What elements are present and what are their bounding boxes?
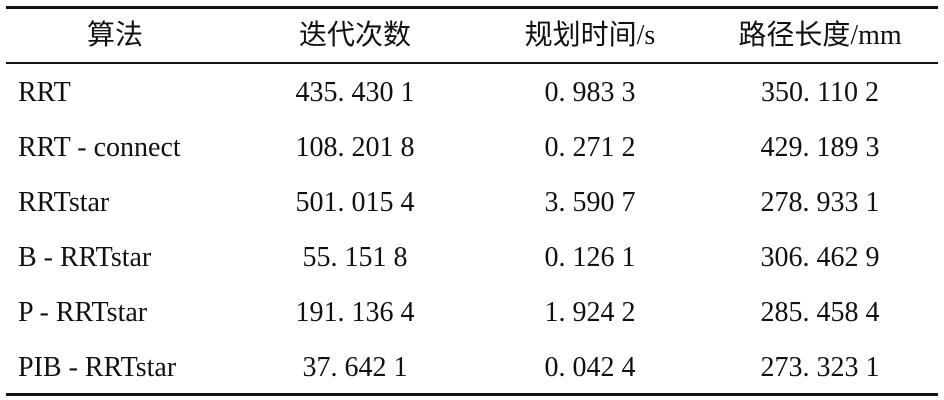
table-cell: 278. 933 1: [760, 187, 880, 218]
algorithm-name: PIB - RRTstar: [18, 352, 177, 383]
table-cell: 191. 136 4: [295, 297, 415, 328]
header-cell: 算法: [86, 20, 143, 51]
table-cell: 0. 126 1: [544, 242, 636, 273]
algorithm-name: RRTstar: [18, 187, 110, 218]
table-cell: 0. 983 3: [544, 77, 636, 108]
table-cell: 1. 924 2: [544, 297, 636, 328]
table-cell: 0. 271 2: [544, 132, 636, 163]
table-cell: 273. 323 1: [760, 352, 880, 383]
table-cell: 37. 642 1: [302, 352, 408, 383]
header-rule: [6, 62, 938, 64]
table-cell: 350. 110 2: [761, 77, 879, 108]
header-cell: 路径长度/mm: [738, 20, 902, 51]
table-cell: 55. 151 8: [302, 242, 408, 273]
table-cell: 0. 042 4: [544, 352, 636, 383]
table-cell: 429. 189 3: [760, 132, 880, 163]
table-cell: 501. 015 4: [295, 187, 415, 218]
table-cell: 435. 430 1: [295, 77, 415, 108]
algorithm-name: P - RRTstar: [18, 297, 148, 328]
algorithm-name: RRT: [18, 77, 71, 108]
algorithm-name: B - RRTstar: [18, 242, 152, 273]
algorithm-name: RRT - connect: [18, 132, 181, 163]
bottom-rule: [6, 393, 938, 396]
table-cell: 285. 458 4: [760, 297, 880, 328]
table-cell: 3. 590 7: [544, 187, 636, 218]
table-cell: 306. 462 9: [760, 242, 880, 273]
header-cell: 规划时间/s: [524, 20, 656, 51]
header-cell: 迭代次数: [298, 20, 411, 51]
table-cell: 108. 201 8: [295, 132, 415, 163]
top-rule: [6, 6, 938, 9]
